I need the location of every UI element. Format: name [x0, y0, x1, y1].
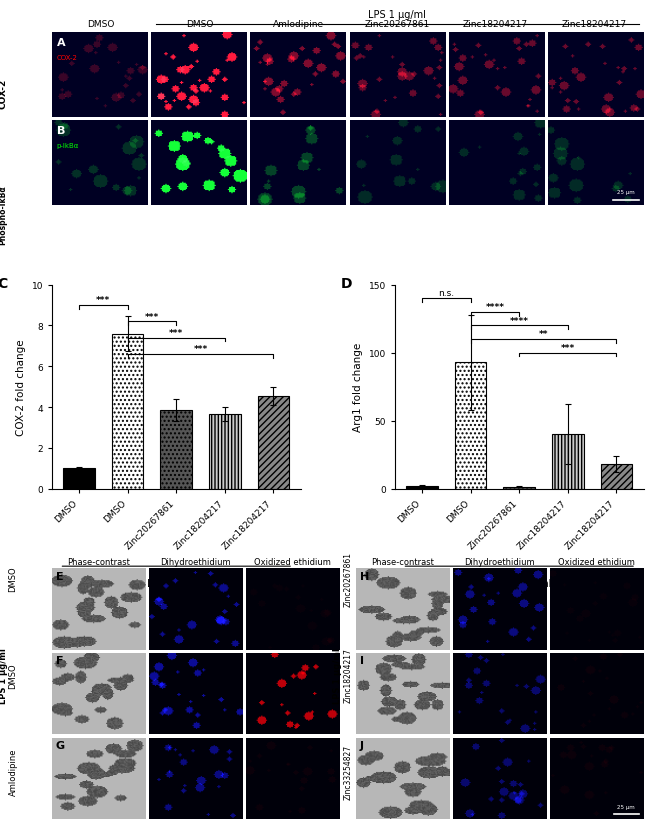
Text: G: G — [56, 741, 65, 750]
Y-axis label: Arg1 fold change: Arg1 fold change — [353, 343, 363, 431]
Text: I: I — [360, 655, 364, 665]
Text: LPS 1 μg/ml: LPS 1 μg/ml — [148, 579, 205, 589]
Bar — [552, 435, 584, 489]
Text: LPS 1 μg/ml: LPS 1 μg/ml — [0, 647, 8, 703]
Text: A: A — [57, 38, 66, 48]
Bar — [455, 363, 486, 489]
Text: Dihydroethidium: Dihydroethidium — [161, 557, 231, 566]
Text: Phase-contrast: Phase-contrast — [67, 557, 130, 566]
Text: Zinc18204217: Zinc18204217 — [463, 20, 528, 29]
Text: Dihydroethidium: Dihydroethidium — [465, 557, 535, 566]
Text: Zinc20267861: Zinc20267861 — [365, 20, 430, 29]
Text: C: C — [0, 278, 8, 291]
Text: Zinc20267861: Zinc20267861 — [343, 552, 352, 606]
Text: B: B — [57, 125, 65, 135]
Bar — [406, 487, 438, 489]
Bar — [504, 487, 535, 489]
Text: Zinc33254827: Zinc33254827 — [343, 744, 352, 798]
Text: F: F — [56, 655, 63, 665]
Text: Amlodipine: Amlodipine — [273, 20, 324, 29]
Bar — [209, 415, 240, 489]
Text: ***: *** — [561, 344, 575, 353]
Text: COX-2: COX-2 — [0, 79, 8, 110]
Text: ***: *** — [96, 296, 110, 305]
Text: IL-4 20 ng/ml: IL-4 20 ng/ml — [487, 579, 551, 589]
Text: ****: **** — [510, 316, 528, 325]
Text: ***: *** — [145, 312, 159, 321]
Text: LPS 1 μg/ml: LPS 1 μg/ml — [333, 647, 343, 703]
Text: LPS 1 μg/ml: LPS 1 μg/ml — [368, 10, 426, 20]
Text: n.s.: n.s. — [438, 289, 454, 298]
Text: Oxidized ethidium: Oxidized ethidium — [254, 557, 331, 566]
Bar — [112, 334, 144, 489]
Text: ****: **** — [486, 303, 504, 312]
Bar — [161, 410, 192, 489]
Text: Oxidized ethidium: Oxidized ethidium — [558, 557, 635, 566]
Text: 25 μm: 25 μm — [618, 803, 635, 808]
Text: Zinc18204217: Zinc18204217 — [562, 20, 627, 29]
Text: DMSO: DMSO — [8, 662, 18, 688]
Text: DMSO: DMSO — [186, 20, 214, 29]
Text: p-IkBα: p-IkBα — [57, 142, 79, 149]
Text: J: J — [360, 741, 364, 750]
Bar — [601, 465, 632, 489]
Bar — [63, 469, 95, 489]
Text: DMSO: DMSO — [8, 566, 18, 592]
Text: Phospho-IkBα: Phospho-IkBα — [0, 186, 8, 245]
Text: Phase-contrast: Phase-contrast — [372, 557, 434, 566]
Text: COX-2: COX-2 — [57, 54, 77, 60]
Text: Amlodipine: Amlodipine — [8, 747, 18, 795]
Text: E: E — [56, 571, 63, 581]
Text: Zinc18204217: Zinc18204217 — [343, 648, 352, 702]
Text: ***: *** — [194, 344, 208, 354]
Bar — [257, 396, 289, 489]
Text: DMSO: DMSO — [88, 20, 115, 29]
Text: ***: *** — [169, 329, 183, 338]
Text: H: H — [360, 571, 369, 581]
Text: **: ** — [539, 330, 549, 339]
Text: 25 μm: 25 μm — [617, 190, 635, 195]
Text: D: D — [341, 278, 352, 291]
Y-axis label: COX-2 fold change: COX-2 fold change — [16, 339, 26, 436]
